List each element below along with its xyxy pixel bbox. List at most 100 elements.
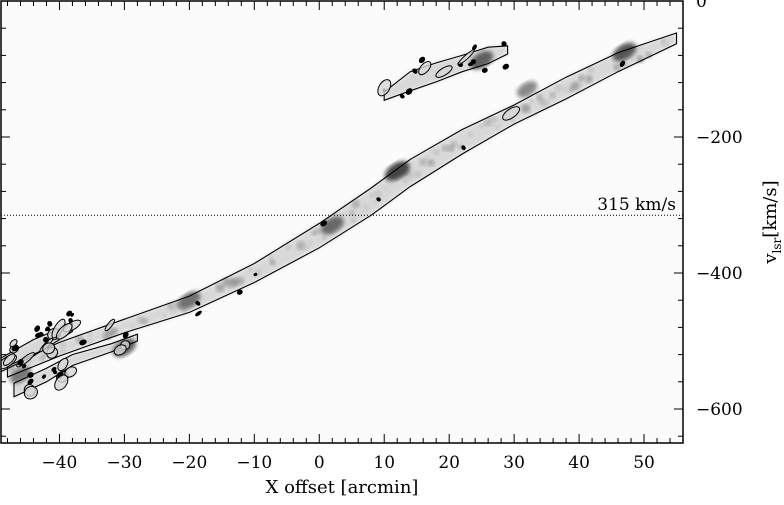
- emission-texture: [270, 260, 277, 266]
- x-tick-label: −40: [42, 453, 78, 473]
- contour-island: [412, 68, 418, 74]
- contour-island: [122, 331, 129, 339]
- emission-texture: [567, 89, 573, 94]
- emission-texture: [130, 324, 136, 330]
- y-axis-title: vlsr[km/s]: [760, 180, 784, 264]
- x-axis-title: X offset [arcmin]: [266, 477, 419, 498]
- emission-peak-5: [178, 291, 201, 310]
- contour-island: [51, 366, 57, 372]
- emission-texture: [383, 186, 389, 191]
- emission-texture: [405, 172, 414, 181]
- contour-island: [39, 331, 44, 337]
- contour-island: [461, 145, 466, 151]
- x-tick-label: 20: [438, 453, 460, 473]
- contour-island: [481, 67, 488, 73]
- y-axis-title-sub: lsr: [770, 237, 784, 253]
- emission-peak-0: [384, 161, 410, 181]
- emission-texture: [493, 116, 499, 122]
- emission-texture: [296, 241, 306, 251]
- emission-texture: [374, 190, 383, 199]
- contour-lines: [1, 32, 678, 400]
- reference-velocity-label: 315 km/s: [597, 195, 676, 215]
- emission-texture: [162, 314, 166, 318]
- emission-feature-1: [14, 334, 138, 397]
- emission-texture: [314, 228, 321, 235]
- emission-texture: [613, 64, 621, 72]
- contour-island: [79, 339, 87, 346]
- contour-island: [47, 320, 53, 327]
- emission-texture: [511, 119, 515, 123]
- emission-texture: [369, 193, 374, 198]
- contour-island: [17, 358, 24, 366]
- emission-contour-2: [1, 322, 73, 373]
- contour-island: [376, 197, 381, 202]
- emission-texture: [587, 66, 595, 74]
- emission-texture: [357, 213, 362, 218]
- contour-island: [46, 327, 51, 332]
- contour-island: [457, 49, 475, 65]
- emission-texture: [537, 97, 545, 105]
- contour-island: [2, 353, 16, 366]
- emission-texture: [419, 158, 427, 166]
- y-tick-label: −200: [696, 128, 743, 148]
- contour-island: [501, 41, 507, 47]
- y-tick-label: −600: [696, 400, 743, 420]
- emission-contour-0: [6, 32, 678, 378]
- emission-texture: [427, 159, 435, 167]
- contour-island: [619, 60, 626, 68]
- contour-island: [34, 325, 41, 332]
- emission-texture: [303, 244, 310, 251]
- contour-island: [104, 318, 116, 332]
- emission-texture: [433, 149, 440, 155]
- emission-texture: [311, 230, 316, 236]
- emission-texture: [285, 244, 292, 251]
- emission-peak-1: [612, 42, 637, 62]
- contour-island: [195, 300, 201, 306]
- emission-texture: [87, 339, 93, 344]
- contour-island: [502, 63, 509, 70]
- emission-texture: [87, 332, 93, 337]
- contour-island: [418, 56, 426, 64]
- y-axis-title-main: v: [760, 253, 781, 265]
- emission-texture: [414, 170, 421, 178]
- emission-texture: [570, 83, 579, 91]
- emission-texture: [170, 308, 177, 315]
- contour-island: [42, 342, 56, 355]
- emission-texture: [42, 354, 46, 359]
- emission-texture: [373, 200, 377, 204]
- emission-peak-7: [516, 81, 538, 98]
- emission-texture: [308, 241, 313, 246]
- x-tick-label: 40: [568, 453, 590, 473]
- emission-texture: [60, 348, 66, 354]
- emission-texture: [351, 204, 358, 211]
- x-tick-label: −20: [171, 453, 207, 473]
- reference-line-group: 315 km/s: [1, 195, 683, 216]
- emission-texture: [666, 43, 670, 48]
- contour-island: [9, 339, 18, 348]
- contour-island: [57, 357, 69, 372]
- contour-island: [320, 220, 328, 227]
- y-tick-label: −400: [696, 264, 743, 284]
- contour-island: [435, 65, 453, 78]
- emission-texture: [248, 267, 253, 273]
- emission-texture: [168, 303, 173, 308]
- emission-texture: [349, 210, 355, 216]
- plot-frame: [0, 0, 684, 444]
- emission-texture: [142, 318, 149, 325]
- contour-island: [41, 374, 47, 379]
- emission-texture: [483, 119, 491, 127]
- emission-texture: [447, 144, 455, 152]
- contour-island: [377, 79, 392, 97]
- emission-texture: [562, 87, 566, 91]
- emission-texture: [495, 124, 501, 131]
- x-tick-label: 10: [373, 453, 395, 473]
- x-tick-label: 0: [314, 453, 325, 473]
- y-tick-label: 0: [696, 0, 707, 12]
- emission-texture: [585, 75, 593, 83]
- emission-texture: [59, 341, 66, 348]
- x-tick-label: 30: [503, 453, 525, 473]
- emission-texture: [350, 217, 356, 223]
- contour-island: [418, 61, 432, 76]
